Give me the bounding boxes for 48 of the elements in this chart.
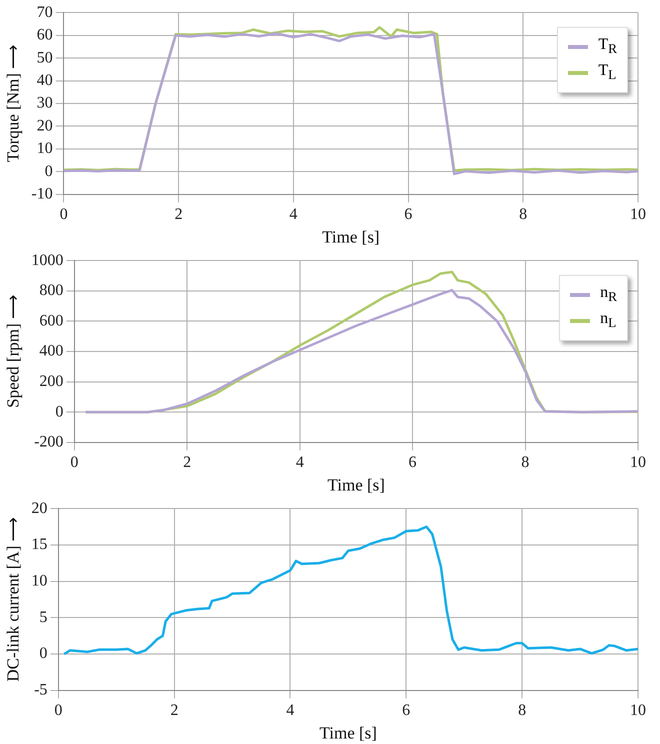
y-tick-label: 50 [36,49,53,66]
y-tick-label: 20 [36,117,53,134]
x-tick-label: 10 [630,206,646,224]
y-tick-label: 1000 [31,252,64,269]
y-tick-label: -5 [34,682,48,699]
x-axis-title: Time [s] [319,723,377,742]
y-tick-label: 10 [31,572,48,590]
y-tick-label: 15 [31,536,48,554]
x-tick-label: 4 [289,206,298,224]
x-tick-label: 4 [296,454,304,472]
y-tick-label: 0 [44,162,53,180]
y-tick-label: 400 [39,342,64,360]
x-tick-label: 10 [630,702,646,720]
y-tick-label: -10 [31,186,53,203]
x-axis-title: Time [s] [322,227,380,246]
y-tick-label: 800 [39,282,64,300]
x-tick-label: 6 [408,454,417,472]
y-axis-title: Torque [Nm] ⟶ [4,44,23,162]
y-tick-label: 70 [36,4,53,21]
x-tick-label: 0 [70,454,78,472]
x-tick-label: 8 [518,702,526,720]
x-tick-label: 4 [286,702,294,720]
legend-label: n$_{L}$ [600,310,616,332]
y-tick-label: 60 [36,26,53,44]
x-tick-label: 6 [404,206,412,224]
x-tick-label: 8 [521,454,530,472]
y-tick-label: 20 [31,500,48,517]
x-tick-label: 2 [174,206,183,224]
x-tick-label: 6 [402,702,410,720]
y-tick-label: 10 [36,140,53,158]
y-axis-title: DC-link current [A] ⟶ [4,517,23,682]
y-tick-label: 30 [36,94,53,112]
y-tick-label: 0 [39,645,48,662]
x-axis-title: Time [s] [327,475,385,494]
y-tick-label: -200 [34,434,64,451]
legend-label: n$_{R}$ [600,284,617,306]
y-tick-label: 5 [39,608,48,626]
y-tick-label: 200 [39,373,64,390]
x-tick-label: 8 [519,206,528,224]
y-tick-label: 0 [55,403,64,420]
x-tick-label: 2 [183,454,192,472]
legend-label: T$_{R}$ [598,36,617,58]
x-tick-label: 2 [170,702,178,720]
legend-label: T$_{L}$ [598,62,616,84]
y-axis-title: Speed [rpm] ⟶ [4,295,23,408]
y-tick-label: 40 [36,72,53,89]
x-tick-label: 10 [630,454,646,472]
y-tick-label: 600 [39,312,64,330]
